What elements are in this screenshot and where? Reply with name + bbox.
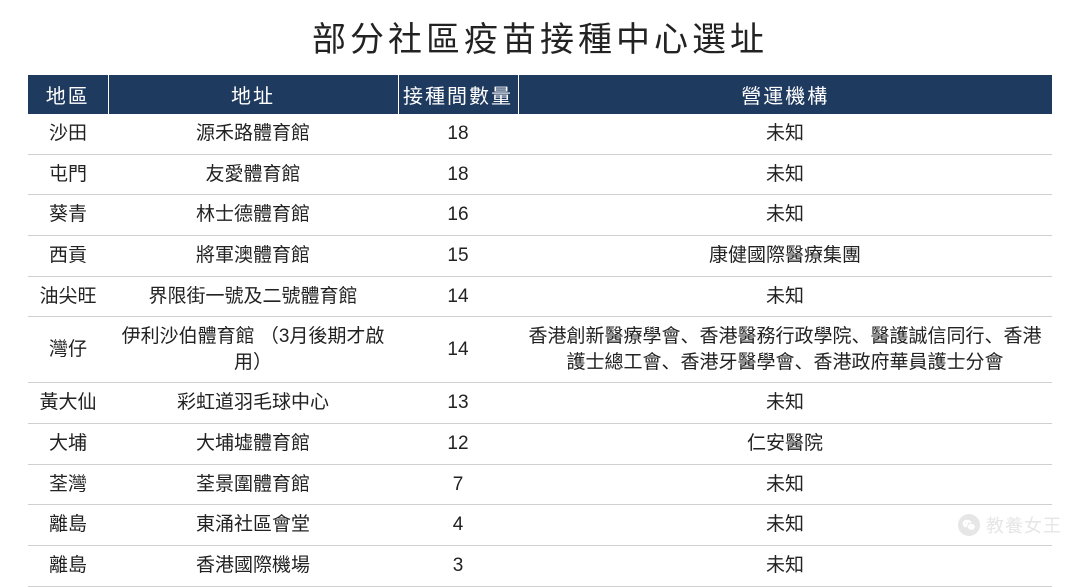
col-header-address: 地址: [108, 75, 398, 114]
table-row: 葵青林士德體育館16未知: [28, 195, 1052, 236]
table-row: 沙田源禾路體育館18未知: [28, 114, 1052, 154]
cell-count: 12: [398, 424, 518, 465]
cell-count: 14: [398, 276, 518, 317]
cell-operator: 未知: [518, 546, 1052, 587]
cell-district: 離島: [28, 546, 108, 587]
table-row: 離島東涌社區會堂4未知: [28, 505, 1052, 546]
cell-address: 荃景圍體育館: [108, 464, 398, 505]
cell-count: 16: [398, 195, 518, 236]
cell-count: 7: [398, 464, 518, 505]
cell-address: 東涌社區會堂: [108, 505, 398, 546]
table-row: 大埔大埔墟體育館12仁安醫院: [28, 424, 1052, 465]
cell-operator: 未知: [518, 195, 1052, 236]
cell-count: 18: [398, 114, 518, 154]
vaccination-centers-table: 地區 地址 接種間數量 營運機構 沙田源禾路體育館18未知屯門友愛體育館18未知…: [28, 75, 1052, 587]
cell-district: 大埔: [28, 424, 108, 465]
cell-address: 伊利沙伯體育館 （3月後期才啟用）: [108, 317, 398, 383]
col-header-count: 接種間數量: [398, 75, 518, 114]
cell-address: 香港國際機場: [108, 546, 398, 587]
cell-address: 源禾路體育館: [108, 114, 398, 154]
cell-count: 14: [398, 317, 518, 383]
cell-count: 3: [398, 546, 518, 587]
cell-district: 葵青: [28, 195, 108, 236]
cell-address: 大埔墟體育館: [108, 424, 398, 465]
page-container: 部分社區疫苗接種中心選址 地區 地址 接種間數量 營運機構 沙田源禾路體育館18…: [0, 0, 1080, 587]
cell-operator: 未知: [518, 154, 1052, 195]
cell-count: 4: [398, 505, 518, 546]
cell-district: 西貢: [28, 235, 108, 276]
table-row: 油尖旺界限街一號及二號體育館14未知: [28, 276, 1052, 317]
cell-operator: 未知: [518, 276, 1052, 317]
cell-district: 屯門: [28, 154, 108, 195]
table-row: 黃大仙彩虹道羽毛球中心13未知: [28, 383, 1052, 424]
cell-operator: 香港創新醫療學會、香港醫務行政學院、醫護誠信同行、香港護士總工會、香港牙醫學會、…: [518, 317, 1052, 383]
table-row: 荃灣荃景圍體育館7未知: [28, 464, 1052, 505]
cell-district: 油尖旺: [28, 276, 108, 317]
cell-address: 彩虹道羽毛球中心: [108, 383, 398, 424]
cell-district: 黃大仙: [28, 383, 108, 424]
cell-district: 沙田: [28, 114, 108, 154]
table-body: 沙田源禾路體育館18未知屯門友愛體育館18未知葵青林士德體育館16未知西貢將軍澳…: [28, 114, 1052, 586]
cell-district: 離島: [28, 505, 108, 546]
cell-address: 將軍澳體育館: [108, 235, 398, 276]
col-header-operator: 營運機構: [518, 75, 1052, 114]
cell-operator: 康健國際醫療集團: [518, 235, 1052, 276]
table-header: 地區 地址 接種間數量 營運機構: [28, 75, 1052, 114]
page-title: 部分社區疫苗接種中心選址: [28, 12, 1052, 61]
table-row: 西貢將軍澳體育館15康健國際醫療集團: [28, 235, 1052, 276]
cell-address: 界限街一號及二號體育館: [108, 276, 398, 317]
table-row: 離島香港國際機場3未知: [28, 546, 1052, 587]
cell-operator: 未知: [518, 505, 1052, 546]
table-row: 灣仔伊利沙伯體育館 （3月後期才啟用）14香港創新醫療學會、香港醫務行政學院、醫…: [28, 317, 1052, 383]
cell-count: 15: [398, 235, 518, 276]
cell-operator: 未知: [518, 464, 1052, 505]
cell-count: 18: [398, 154, 518, 195]
cell-address: 友愛體育館: [108, 154, 398, 195]
cell-operator: 仁安醫院: [518, 424, 1052, 465]
cell-count: 13: [398, 383, 518, 424]
cell-operator: 未知: [518, 383, 1052, 424]
cell-operator: 未知: [518, 114, 1052, 154]
cell-address: 林士德體育館: [108, 195, 398, 236]
table-row: 屯門友愛體育館18未知: [28, 154, 1052, 195]
col-header-district: 地區: [28, 75, 108, 114]
cell-district: 荃灣: [28, 464, 108, 505]
cell-district: 灣仔: [28, 317, 108, 383]
